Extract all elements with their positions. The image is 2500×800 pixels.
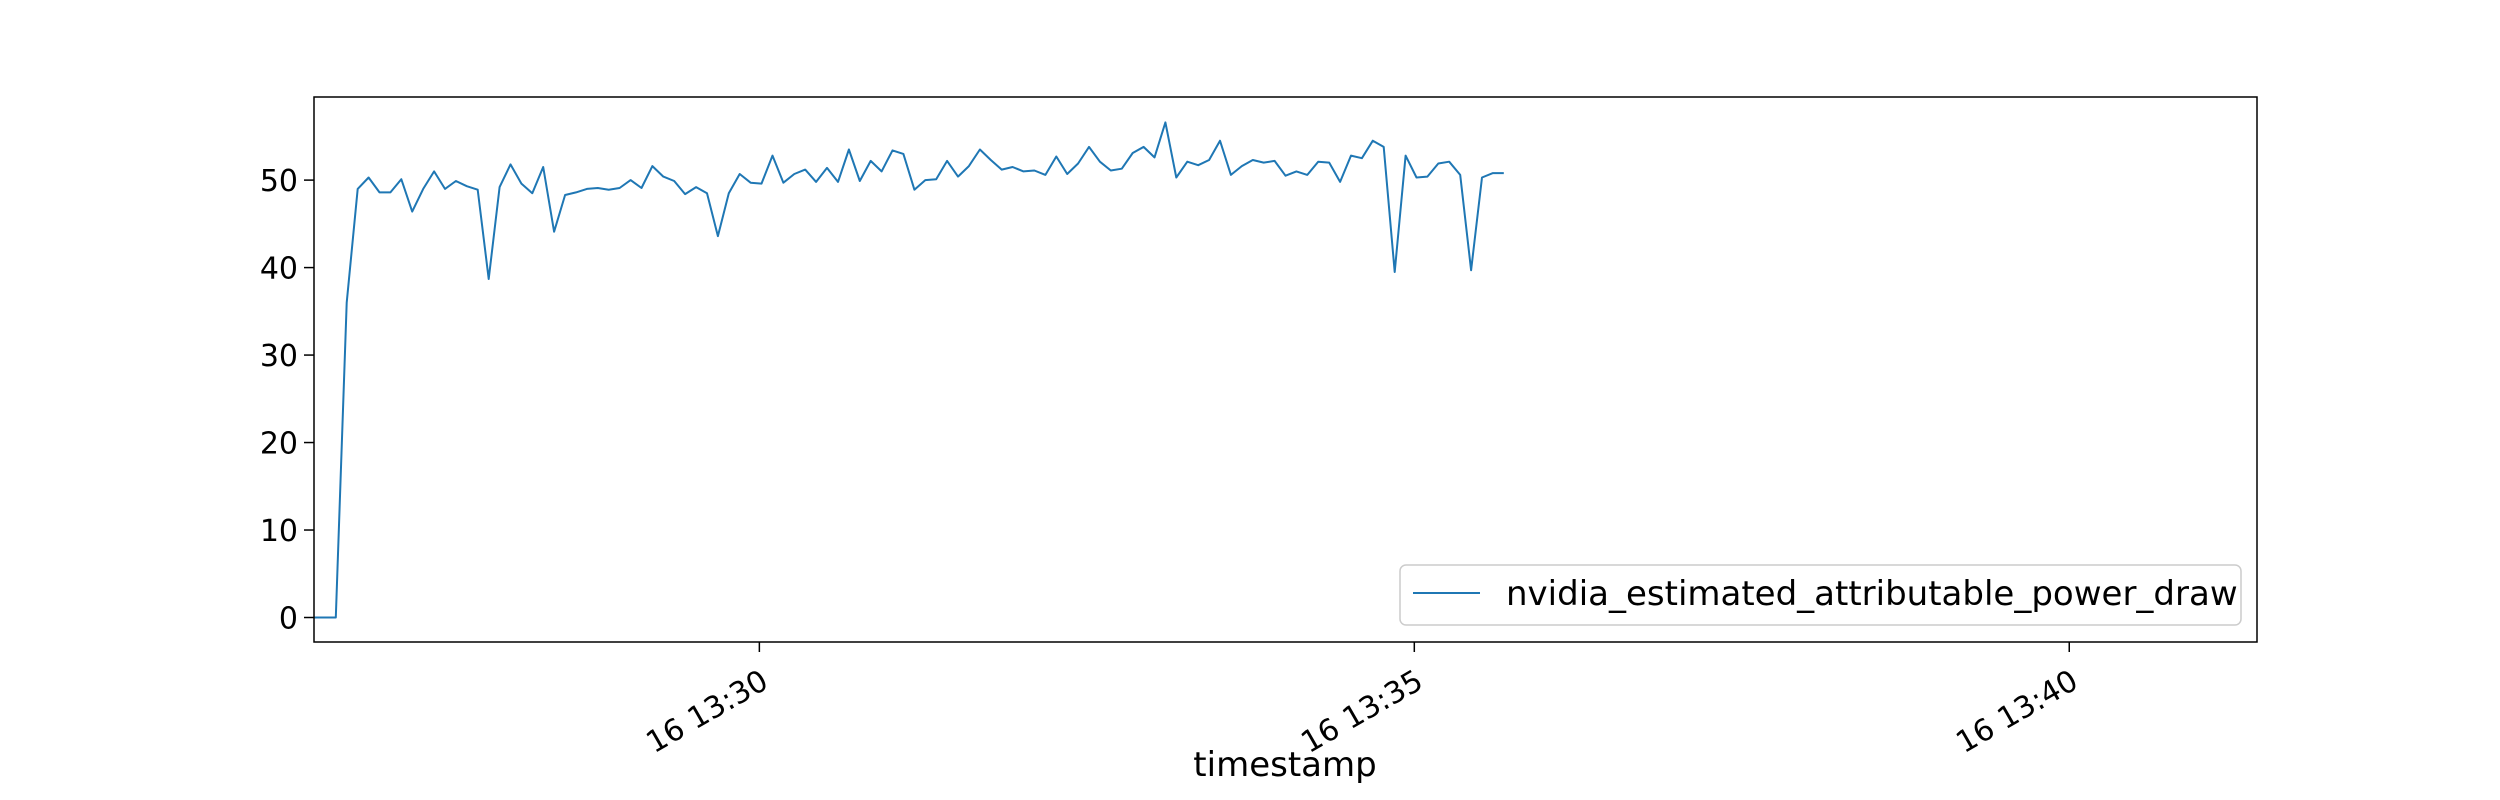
y-axis: 0 10 20 30 40 50 xyxy=(260,164,314,637)
legend-label: nvidia_estimated_attributable_power_draw xyxy=(1506,574,2238,614)
series-line xyxy=(314,121,1504,619)
y-tick-label: 40 xyxy=(260,252,298,287)
y-tick-label: 10 xyxy=(260,514,298,549)
legend: nvidia_estimated_attributable_power_draw xyxy=(1399,564,2242,626)
y-tick-label: 30 xyxy=(260,339,298,374)
plot-frame xyxy=(313,96,2258,643)
y-tick-label: 20 xyxy=(260,427,298,462)
y-tick-label: 0 xyxy=(279,602,298,637)
legend-box xyxy=(1399,564,2242,626)
series-layer xyxy=(314,121,1504,619)
x-tick-label: 16 13:30 xyxy=(640,663,774,760)
x-axis: 16 13:30 16 13:35 16 13:40 xyxy=(640,642,2084,761)
x-tick-label: 16 13:40 xyxy=(1950,663,2084,760)
y-tick-label: 50 xyxy=(260,164,298,199)
x-axis-label: timestamp xyxy=(1193,745,1376,785)
